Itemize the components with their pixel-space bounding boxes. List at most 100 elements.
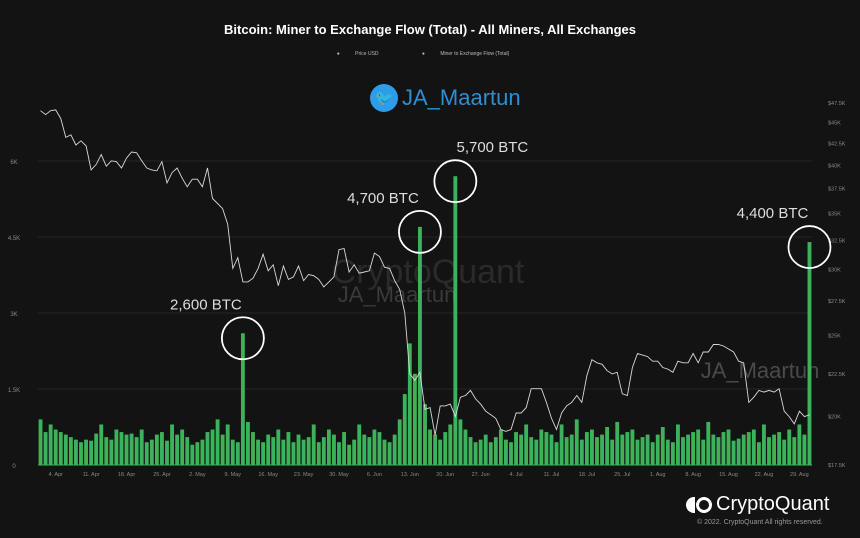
flow-bar bbox=[756, 442, 761, 465]
flow-bar bbox=[640, 437, 645, 465]
x-tick-label: 15. Aug bbox=[719, 472, 738, 478]
flow-bar bbox=[276, 429, 281, 465]
flow-bar bbox=[256, 439, 260, 465]
flow-bar bbox=[448, 424, 453, 465]
flow-bar bbox=[478, 439, 483, 465]
flow-bar bbox=[195, 442, 200, 465]
flow-bar bbox=[352, 439, 357, 465]
annotation-label: 2,600 BTC bbox=[170, 296, 242, 313]
flow-bar bbox=[549, 434, 554, 465]
twitter-bird-icon: 🐦 bbox=[370, 84, 398, 112]
flow-bar bbox=[48, 424, 53, 465]
flow-bar bbox=[306, 437, 311, 465]
flow-bar bbox=[559, 424, 564, 465]
cryptoquant-logo-icon bbox=[686, 496, 712, 514]
flow-bar bbox=[519, 434, 524, 465]
flow-bar bbox=[686, 434, 690, 465]
flow-bar bbox=[463, 429, 468, 465]
flow-bar bbox=[261, 442, 266, 465]
flow-bar bbox=[185, 437, 190, 465]
chart-title: Bitcoin: Miner to Exchange Flow (Total) … bbox=[224, 22, 636, 37]
x-tick-label: 27. Jun bbox=[472, 472, 490, 478]
flow-bar bbox=[473, 442, 478, 465]
price-line bbox=[40, 109, 810, 436]
flow-bar bbox=[493, 437, 498, 465]
flow-bar bbox=[251, 432, 255, 465]
flow-bar bbox=[129, 433, 134, 465]
flow-bar bbox=[347, 444, 352, 465]
flow-bar bbox=[711, 434, 716, 465]
x-tick-label: 23. May bbox=[294, 472, 314, 478]
flow-bar bbox=[225, 424, 230, 465]
flow-bar bbox=[311, 424, 316, 465]
copyright: © 2022. CryptoQuant All rights reserved. bbox=[697, 519, 823, 526]
flow-bar bbox=[175, 434, 180, 465]
flow-bar bbox=[534, 439, 539, 465]
x-tick-label: 30. May bbox=[329, 472, 349, 478]
y-right-tick-label: $42.5K bbox=[828, 141, 846, 147]
x-tick-label: 8. Aug bbox=[685, 472, 701, 478]
flow-bar bbox=[797, 424, 802, 465]
flow-bar bbox=[149, 439, 154, 465]
annotation-circle bbox=[220, 316, 265, 361]
flow-bar bbox=[165, 440, 169, 465]
flow-bar bbox=[579, 439, 584, 465]
flow-bar bbox=[716, 437, 721, 465]
flow-bar bbox=[190, 444, 195, 465]
flow-bar bbox=[124, 434, 129, 465]
y-right-tick-label: $22.5K bbox=[828, 372, 846, 378]
flow-bar bbox=[144, 442, 149, 465]
flow-bar bbox=[605, 427, 610, 465]
flow-bar bbox=[402, 394, 407, 465]
flow-bar bbox=[160, 432, 164, 465]
y-right-tick-label: $30K bbox=[828, 268, 841, 274]
flow-bar bbox=[777, 432, 782, 465]
flow-bar bbox=[600, 434, 604, 465]
flow-bar bbox=[301, 439, 306, 465]
flow-bar bbox=[630, 429, 635, 465]
flow-bar bbox=[590, 429, 594, 465]
flow-bar bbox=[746, 432, 751, 465]
logo-text: CryptoQuant bbox=[716, 493, 830, 515]
flow-bar bbox=[610, 439, 615, 465]
flow-bar bbox=[286, 432, 291, 465]
flow-bar bbox=[762, 424, 766, 465]
flow-bar bbox=[564, 437, 569, 465]
flow-bar bbox=[230, 439, 235, 465]
flow-bar bbox=[736, 438, 741, 465]
x-axis: 4. Apr 11. Apr 18. Apr 25. Apr 2. May 9. May 1… bbox=[49, 472, 809, 478]
legend-item-flow[interactable]: ● Miner to Exchange Flow (Total) bbox=[421, 51, 510, 57]
flow-bar bbox=[134, 437, 139, 465]
y-right-tick-label: $40K bbox=[828, 163, 841, 169]
flow-bar bbox=[650, 442, 655, 465]
flow-bar bbox=[787, 429, 792, 465]
annotation-label: 5,700 BTC bbox=[456, 139, 528, 156]
legend-item-price[interactable]: ● Price USD bbox=[336, 51, 379, 57]
flow-bar bbox=[38, 419, 43, 465]
flow-bar bbox=[554, 442, 559, 465]
flow-bar bbox=[721, 432, 726, 465]
twitter-handle: 🐦 JA_Maartun bbox=[370, 84, 521, 112]
flow-bar bbox=[84, 439, 88, 465]
flow-bar bbox=[372, 429, 377, 465]
x-tick-label: 1. Aug bbox=[650, 472, 666, 478]
y-left-tick-label: 4.5K bbox=[8, 236, 20, 242]
y-right-tick-label: $25K bbox=[828, 334, 841, 340]
flow-bar bbox=[332, 434, 336, 465]
flow-bar bbox=[362, 434, 367, 465]
flow-bar bbox=[483, 434, 488, 465]
flow-bar bbox=[43, 432, 48, 465]
flow-bar bbox=[726, 429, 731, 465]
flow-bar bbox=[377, 432, 382, 465]
flow-bar bbox=[180, 429, 185, 465]
flow-bar bbox=[342, 432, 346, 465]
flow-bar bbox=[337, 442, 341, 465]
flow-bar bbox=[772, 434, 776, 465]
flow-bar bbox=[235, 442, 240, 465]
flow-bar bbox=[326, 429, 331, 465]
flow-bar bbox=[676, 424, 680, 465]
flow-bar bbox=[200, 439, 205, 465]
flow-bar bbox=[691, 432, 696, 465]
flow-bar bbox=[210, 429, 215, 465]
